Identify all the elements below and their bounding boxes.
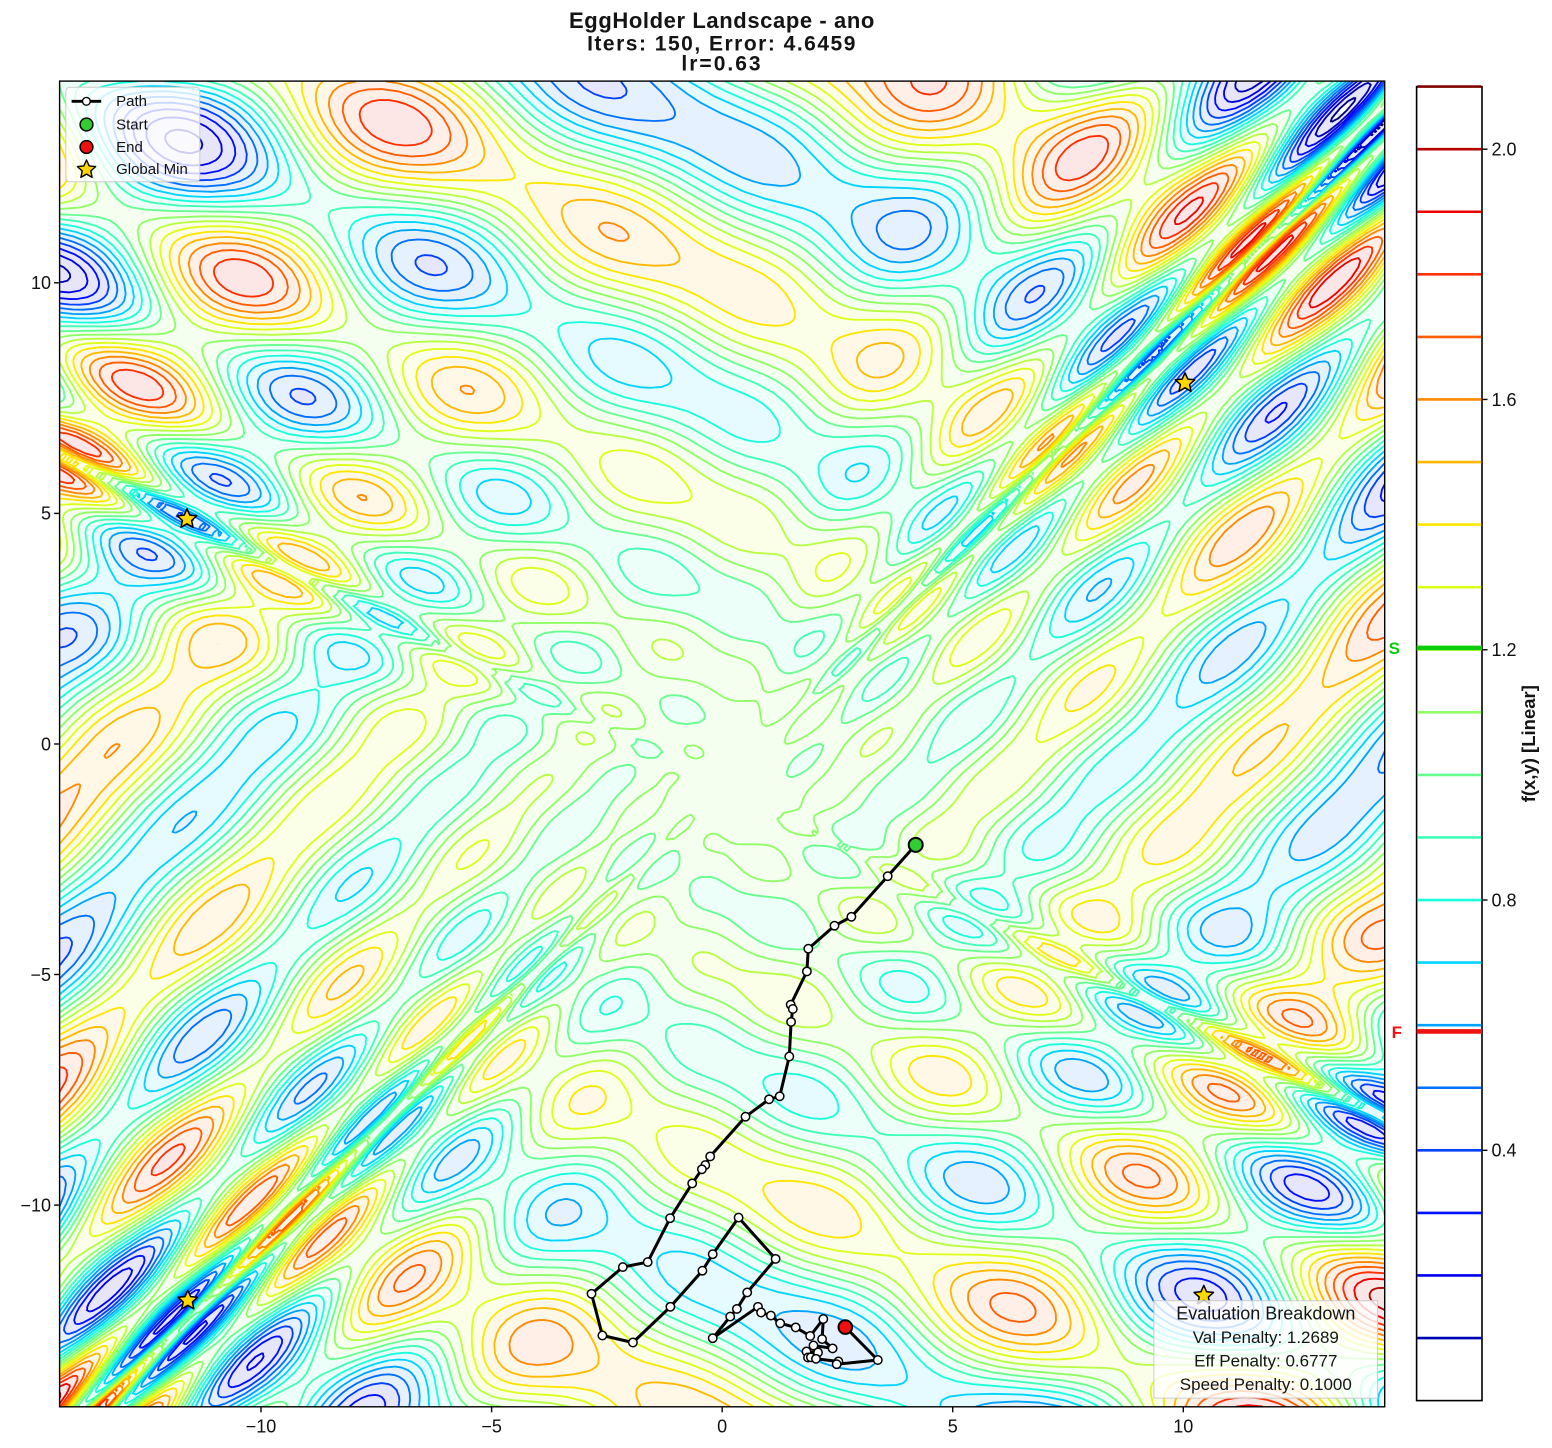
svg-text:Iters: 150, Error: 4.6459: Iters: 150, Error: 4.6459 — [587, 32, 857, 55]
svg-text:Start: Start — [116, 116, 149, 133]
svg-text:lr=0.63: lr=0.63 — [681, 53, 762, 76]
svg-text:10: 10 — [1173, 1416, 1193, 1436]
svg-text:−10: −10 — [20, 1195, 51, 1215]
svg-text:F: F — [1392, 1023, 1402, 1042]
svg-text:1.2: 1.2 — [1492, 640, 1517, 660]
svg-text:0: 0 — [717, 1416, 727, 1436]
svg-text:Eff Penalty: 0.6777: Eff Penalty: 0.6777 — [1194, 1351, 1337, 1370]
svg-text:−10: −10 — [246, 1416, 277, 1436]
svg-text:Evaluation Breakdown: Evaluation Breakdown — [1176, 1304, 1355, 1324]
svg-text:0.4: 0.4 — [1492, 1141, 1517, 1161]
svg-text:0: 0 — [41, 734, 51, 754]
svg-text:0.8: 0.8 — [1492, 890, 1517, 910]
svg-text:Global Min: Global Min — [116, 161, 188, 178]
svg-text:EggHolder Landscape - ano: EggHolder Landscape - ano — [569, 8, 875, 33]
svg-text:Speed Penalty: 0.1000: Speed Penalty: 0.1000 — [1180, 1375, 1352, 1394]
svg-text:1.6: 1.6 — [1492, 390, 1517, 410]
svg-text:Val Penalty: 1.2689: Val Penalty: 1.2689 — [1193, 1328, 1339, 1347]
svg-text:Path: Path — [116, 93, 147, 110]
svg-text:5: 5 — [41, 504, 51, 524]
svg-text:−5: −5 — [30, 965, 51, 985]
svg-text:2.0: 2.0 — [1492, 139, 1517, 159]
svg-text:S: S — [1389, 639, 1400, 658]
svg-text:End: End — [116, 139, 143, 156]
svg-text:5: 5 — [948, 1416, 958, 1436]
svg-text:f(x,y) [Linear]: f(x,y) [Linear] — [1518, 685, 1539, 802]
svg-text:−5: −5 — [481, 1416, 502, 1436]
svg-text:10: 10 — [31, 273, 51, 293]
